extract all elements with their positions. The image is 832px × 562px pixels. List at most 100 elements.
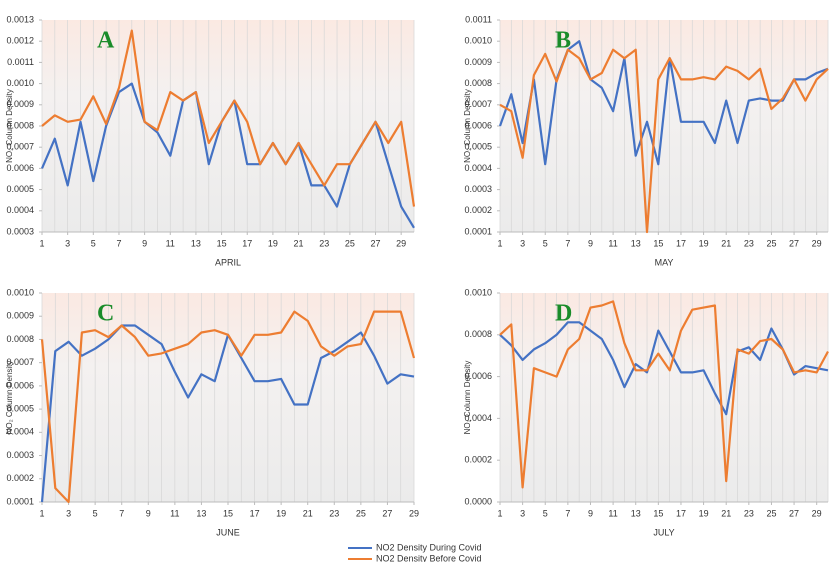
y-tick-label: 0.0009 <box>6 311 34 321</box>
legend-label: NO2 Density Before Covid <box>376 553 482 562</box>
x-tick-label: 1 <box>497 238 502 248</box>
y-tick-label: 0.0000 <box>464 496 492 506</box>
x-tick-label: 1 <box>39 508 44 518</box>
x-tick-label: 1 <box>497 508 502 518</box>
y-tick-label: 0.0006 <box>6 163 34 173</box>
x-tick-label: 11 <box>608 508 617 518</box>
x-axis-label: MAY <box>655 257 674 267</box>
x-tick-label: 3 <box>520 508 525 518</box>
y-tick-label: 0.0010 <box>464 36 492 46</box>
x-tick-label: 25 <box>356 508 366 518</box>
x-tick-label: 29 <box>812 238 822 248</box>
y-tick-label: 0.0005 <box>464 142 492 152</box>
y-tick-label: 0.0007 <box>6 357 34 367</box>
data-line <box>498 40 829 166</box>
x-tick-label: 29 <box>409 508 419 518</box>
y-axis-label: NO₂ Column Density <box>463 361 472 435</box>
y-tick-label: 0.0010 <box>6 287 34 297</box>
y-tick-label: 0.0006 <box>6 380 34 390</box>
plot-background <box>42 20 414 232</box>
y-tick-label: 0.0005 <box>6 403 34 413</box>
y-tick-label: 0.0008 <box>464 329 492 339</box>
plot-background <box>500 293 828 502</box>
y-tick-label: 0.0003 <box>6 226 34 236</box>
x-axis-label: JULY <box>653 527 674 537</box>
y-tick-label: 0.0001 <box>464 226 492 236</box>
data-line <box>499 48 829 234</box>
x-tick-label: 15 <box>223 508 233 518</box>
x-tick-label: 5 <box>91 238 96 248</box>
y-tick-label: 0.0009 <box>6 99 34 109</box>
x-tick-label: 21 <box>721 508 731 518</box>
x-tick-label: 27 <box>789 238 799 248</box>
x-tick-label: 13 <box>196 508 206 518</box>
x-tick-label: 23 <box>319 238 329 248</box>
y-axis-label: NO₂ Column Density <box>5 361 14 435</box>
x-tick-label: 23 <box>744 238 754 248</box>
y-tick-label: 0.0010 <box>464 287 492 297</box>
x-tick-label: 17 <box>676 508 686 518</box>
y-tick-label: 0.0012 <box>6 36 34 46</box>
y-tick-label: 0.0006 <box>464 371 492 381</box>
y-axis-label: NO₂ Column Density <box>463 89 472 163</box>
x-tick-label: 27 <box>371 238 381 248</box>
x-tick-label: 1 <box>39 238 44 248</box>
y-tick-label: 0.0001 <box>6 496 34 506</box>
x-tick-label: 27 <box>382 508 392 518</box>
x-tick-label: 17 <box>676 238 686 248</box>
y-tick-label: 0.0007 <box>464 99 492 109</box>
x-tick-label: 25 <box>766 508 776 518</box>
x-tick-label: 3 <box>520 238 525 248</box>
x-tick-label: 3 <box>66 508 71 518</box>
x-tick-label: 29 <box>396 238 406 248</box>
y-tick-label: 0.0003 <box>464 184 492 194</box>
x-tick-label: 7 <box>565 508 570 518</box>
x-tick-label: 15 <box>653 508 663 518</box>
x-tick-label: 7 <box>119 508 124 518</box>
data-line <box>499 321 829 416</box>
x-tick-label: 7 <box>565 238 570 248</box>
x-tick-label: 19 <box>699 508 709 518</box>
panel-label: C <box>97 301 114 327</box>
x-tick-label: 7 <box>116 238 121 248</box>
x-tick-label: 3 <box>65 238 70 248</box>
y-tick-label: 0.0010 <box>6 78 34 88</box>
y-tick-label: 0.0005 <box>6 184 34 194</box>
plot-background <box>500 20 828 232</box>
x-tick-label: 17 <box>250 508 260 518</box>
x-tick-label: 9 <box>142 238 147 248</box>
x-tick-label: 29 <box>812 508 822 518</box>
x-tick-label: 25 <box>345 238 355 248</box>
x-tick-label: 9 <box>588 508 593 518</box>
data-line <box>499 300 829 489</box>
y-tick-label: 0.0006 <box>464 120 492 130</box>
x-tick-label: 15 <box>653 238 663 248</box>
x-tick-label: 5 <box>543 508 548 518</box>
x-tick-label: 15 <box>217 238 227 248</box>
x-tick-label: 19 <box>268 238 278 248</box>
data-line <box>41 29 416 207</box>
panel-label: A <box>97 28 115 54</box>
x-tick-label: 19 <box>699 238 709 248</box>
y-tick-label: 0.0007 <box>6 142 34 152</box>
y-tick-label: 0.0004 <box>6 205 34 215</box>
y-tick-label: 0.0002 <box>6 473 34 483</box>
x-axis-label: APRIL <box>215 257 241 267</box>
x-tick-label: 27 <box>789 508 799 518</box>
panel-label: B <box>555 28 571 54</box>
y-tick-label: 0.0011 <box>7 57 34 67</box>
x-tick-label: 13 <box>631 508 641 518</box>
x-tick-label: 23 <box>744 508 754 518</box>
x-tick-label: 9 <box>146 508 151 518</box>
y-tick-label: 0.0004 <box>464 163 492 173</box>
legend-label: NO2 Density During Covid <box>376 542 482 552</box>
y-tick-label: 0.0008 <box>6 334 34 344</box>
x-tick-label: 19 <box>276 508 286 518</box>
y-axis-label: NO₂ Column Density <box>5 89 14 163</box>
x-tick-label: 13 <box>631 238 641 248</box>
y-tick-label: 0.0002 <box>464 455 492 465</box>
x-tick-label: 21 <box>294 238 304 248</box>
x-tick-label: 5 <box>93 508 98 518</box>
x-tick-label: 11 <box>170 508 179 518</box>
